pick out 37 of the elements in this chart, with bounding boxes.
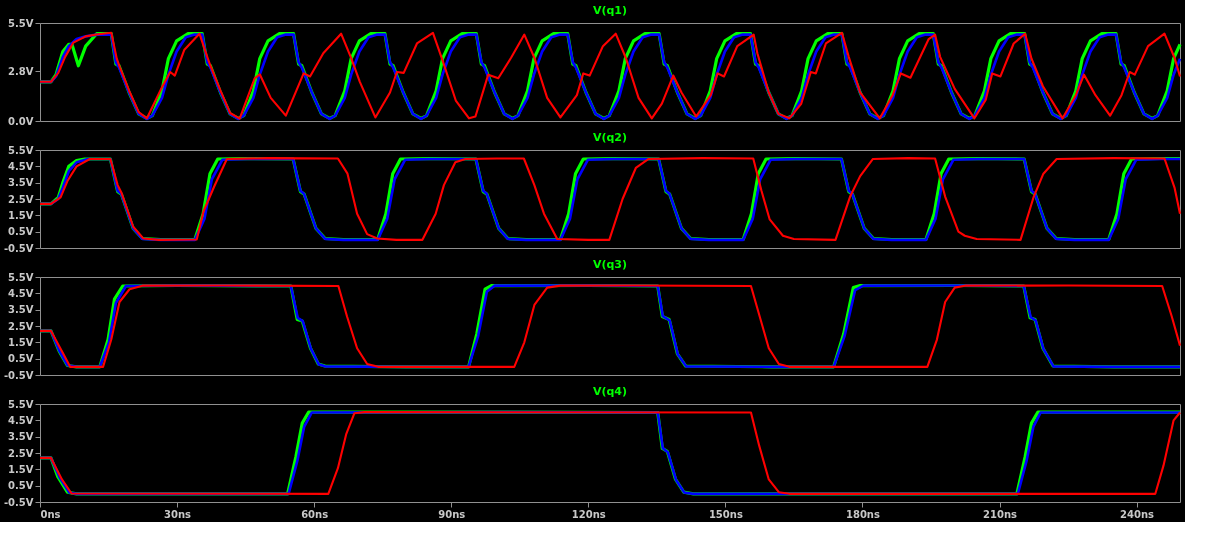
y-tick-label: -0.5V (3, 496, 34, 508)
chart-title: V(q2) (592, 131, 628, 144)
y-tick-label: 2.8V (8, 65, 34, 77)
y-tick-label: 3.5V (8, 177, 34, 189)
x-tick-label: 120ns (571, 508, 606, 520)
x-tick-label: 30ns (164, 508, 192, 520)
y-tick-label: -0.5V (3, 369, 34, 381)
y-tick-label: 5.5V (8, 398, 34, 410)
chart-title: V(q4) (592, 385, 628, 398)
x-tick-label: 0ns (40, 508, 61, 520)
y-tick-label: 2.5V (8, 320, 34, 332)
y-tick-label: 5.5V (8, 17, 34, 29)
y-tick-label: 3.5V (8, 431, 34, 443)
y-tick-label: 3.5V (8, 304, 34, 316)
x-tick-label: 150ns (708, 508, 743, 520)
y-tick-label: -0.5V (3, 242, 34, 254)
x-tick-label: 60ns (301, 508, 329, 520)
x-tick-label: 210ns (983, 508, 1018, 520)
y-tick-label: 4.5V (8, 160, 34, 172)
y-tick-label: 4.5V (8, 414, 34, 426)
chart-title: V(q1) (592, 4, 628, 17)
y-tick-label: 1.5V (8, 463, 34, 475)
y-tick-label: 2.5V (8, 193, 34, 205)
y-tick-label: 5.5V (8, 144, 34, 156)
y-tick-label: 0.5V (8, 353, 34, 365)
x-tick-label: 180ns (845, 508, 880, 520)
y-tick-label: 0.5V (8, 480, 34, 492)
y-tick-label: 2.5V (8, 447, 34, 459)
y-tick-label: 1.5V (8, 336, 34, 348)
y-tick-label: 5.5V (8, 271, 34, 283)
y-tick-label: 1.5V (8, 209, 34, 221)
y-tick-label: 0.5V (8, 226, 34, 238)
chart-title: V(q3) (592, 258, 628, 271)
y-tick-label: 0.0V (8, 115, 34, 127)
x-tick-label: 240ns (1120, 508, 1155, 520)
y-tick-label: 4.5V (8, 287, 34, 299)
x-tick-label: 90ns (438, 508, 466, 520)
